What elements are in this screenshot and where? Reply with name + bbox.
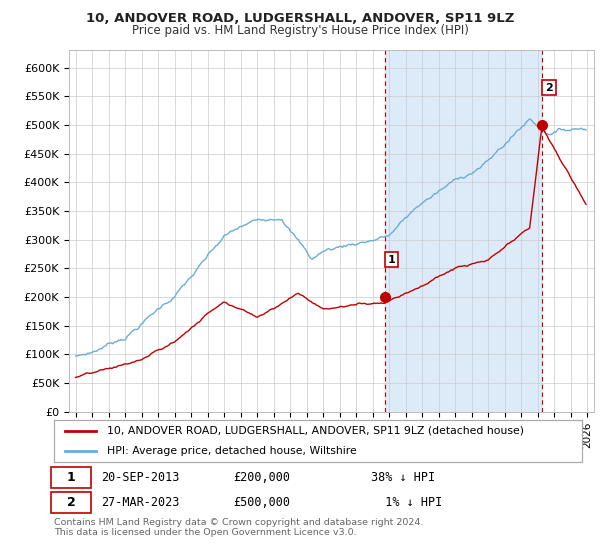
- Text: 10, ANDOVER ROAD, LUDGERSHALL, ANDOVER, SP11 9LZ: 10, ANDOVER ROAD, LUDGERSHALL, ANDOVER, …: [86, 12, 514, 25]
- Text: Contains HM Land Registry data © Crown copyright and database right 2024.
This d: Contains HM Land Registry data © Crown c…: [54, 518, 424, 538]
- Text: 20-SEP-2013: 20-SEP-2013: [101, 471, 180, 484]
- Text: 1: 1: [67, 471, 75, 484]
- Text: 2: 2: [545, 82, 553, 92]
- Text: £500,000: £500,000: [233, 496, 290, 509]
- FancyBboxPatch shape: [52, 492, 91, 513]
- Text: 27-MAR-2023: 27-MAR-2023: [101, 496, 180, 509]
- Text: 2: 2: [67, 496, 75, 509]
- Text: Price paid vs. HM Land Registry's House Price Index (HPI): Price paid vs. HM Land Registry's House …: [131, 24, 469, 37]
- Text: 1% ↓ HPI: 1% ↓ HPI: [371, 496, 442, 509]
- Text: £200,000: £200,000: [233, 471, 290, 484]
- Text: HPI: Average price, detached house, Wiltshire: HPI: Average price, detached house, Wilt…: [107, 446, 356, 456]
- Text: 1: 1: [388, 255, 396, 264]
- Bar: [385, 50, 542, 412]
- FancyBboxPatch shape: [52, 467, 91, 488]
- Text: 38% ↓ HPI: 38% ↓ HPI: [371, 471, 435, 484]
- Text: 10, ANDOVER ROAD, LUDGERSHALL, ANDOVER, SP11 9LZ (detached house): 10, ANDOVER ROAD, LUDGERSHALL, ANDOVER, …: [107, 426, 524, 436]
